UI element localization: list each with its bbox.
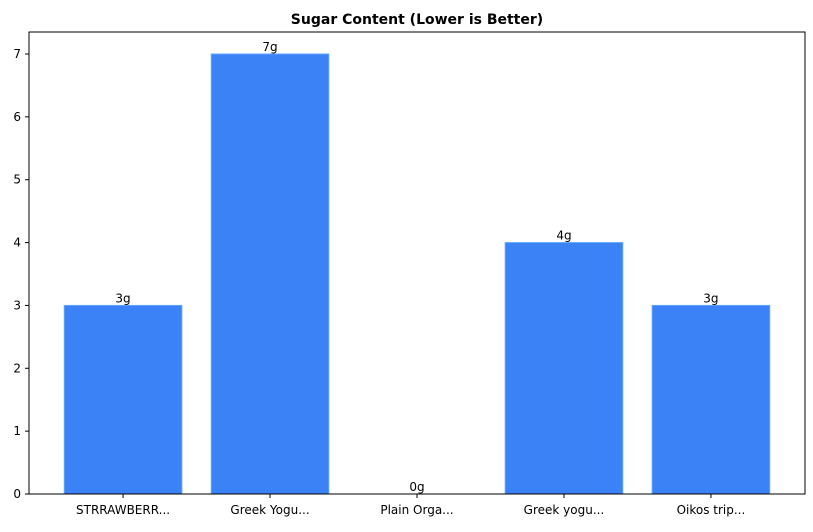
data-label: 7g	[262, 40, 277, 54]
data-label: 4g	[556, 229, 571, 243]
y-tick-label: 7	[13, 47, 21, 61]
plot-frame	[28, 31, 806, 495]
bar	[210, 53, 330, 495]
y-tick-label: 6	[13, 110, 21, 124]
bar	[504, 242, 624, 495]
y-tick-label: 0	[13, 487, 21, 501]
x-tick-label: Oikos trip...	[677, 503, 746, 517]
data-label: 3g	[115, 291, 130, 305]
x-tick-label: Plain Orga...	[380, 503, 453, 517]
chart-title: Sugar Content (Lower is Better)	[291, 12, 543, 28]
data-label: 3g	[703, 291, 718, 305]
x-tick-label: Greek yogu...	[524, 503, 605, 517]
bar	[63, 304, 183, 495]
y-tick-label: 5	[13, 173, 21, 187]
y-tick-label: 1	[13, 424, 21, 438]
y-tick-label: 2	[13, 361, 21, 375]
y-tick-label: 4	[13, 236, 21, 250]
bar	[651, 304, 771, 495]
y-tick-label: 3	[13, 298, 21, 312]
x-tick-label: Greek Yogu...	[230, 503, 309, 517]
x-tick-label: STRRAWBERR...	[76, 503, 170, 517]
data-label: 0g	[409, 480, 424, 494]
